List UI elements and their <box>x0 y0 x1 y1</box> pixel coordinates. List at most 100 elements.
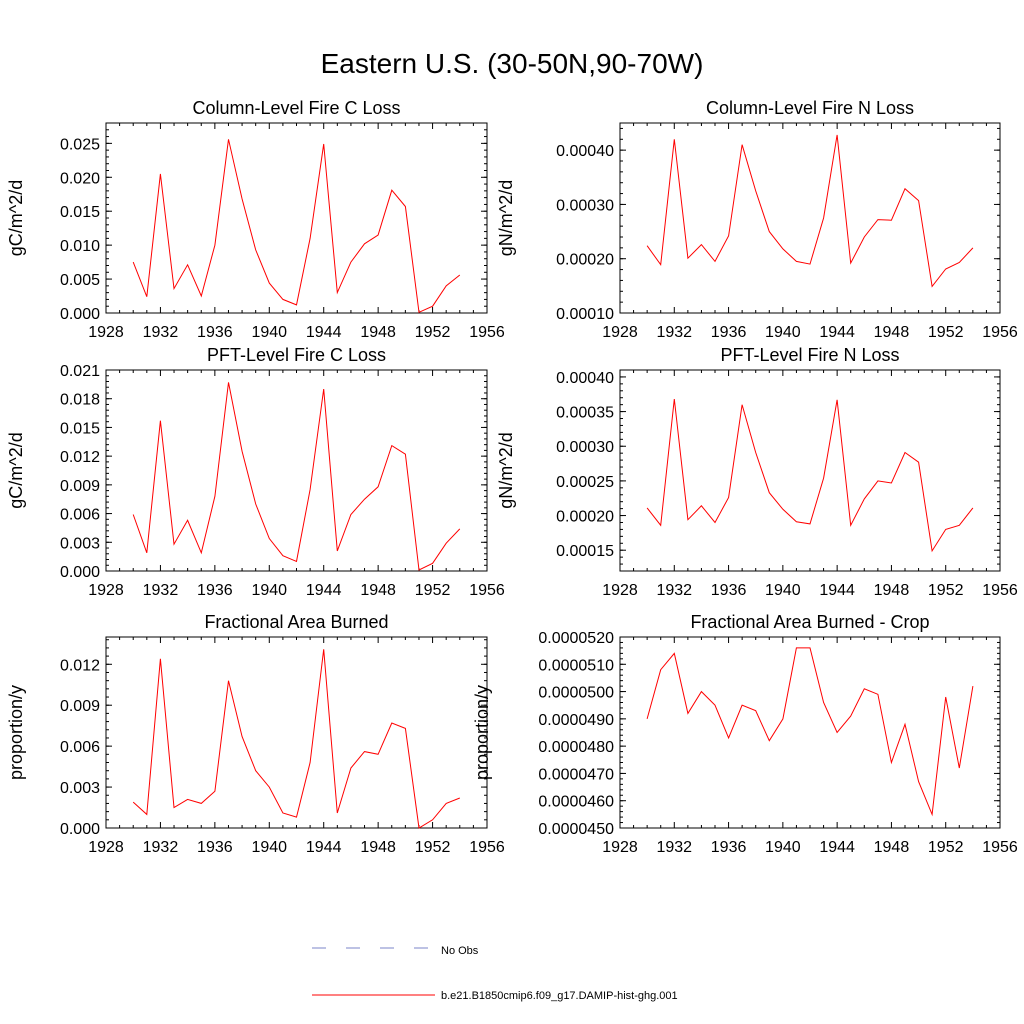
x-tick-label: 1956 <box>982 839 1018 856</box>
x-tick-label: 1928 <box>88 324 124 341</box>
x-tick-label: 1932 <box>656 582 692 599</box>
series-line <box>132 382 461 571</box>
y-axis-label: gC/m^2/d <box>6 180 26 256</box>
x-tick-label: 1940 <box>765 324 801 341</box>
x-tick-label: 1940 <box>251 839 287 856</box>
y-tick-label: 0.00015 <box>556 543 614 560</box>
series-line <box>132 649 460 829</box>
y-tick-label: 0.003 <box>60 535 100 552</box>
plot-frame <box>619 122 1001 314</box>
y-axis-label: gN/m^2/d <box>496 180 516 256</box>
x-tick-label: 1952 <box>415 324 451 341</box>
x-tick-label: 1948 <box>360 582 396 599</box>
y-tick-label: 0.0000460 <box>538 794 614 811</box>
x-tick-label: 1936 <box>197 839 233 856</box>
y-axis-label: gC/m^2/d <box>6 432 26 508</box>
y-tick-label: 0.025 <box>60 136 100 153</box>
y-tick-label: 0.00025 <box>556 474 614 491</box>
panel-title: PFT-Level Fire N Loss <box>720 345 899 365</box>
y-tick-label: 0.015 <box>60 204 100 221</box>
y-tick-label: 0.00030 <box>556 439 614 456</box>
x-tick-label: 1944 <box>819 582 855 599</box>
y-tick-label: 0.0000500 <box>538 685 614 702</box>
figure-title: Eastern U.S. (30-50N,90-70W) <box>320 48 704 79</box>
y-tick-label: 0.0000450 <box>538 821 614 838</box>
plot-frame <box>105 122 488 314</box>
y-tick-label: 0.010 <box>60 238 100 255</box>
chart-panel-1: 1928 1932 1936 1940 1944 1948 1952 1956 0.000 0.0… <box>6 98 505 341</box>
x-tick-label: 1956 <box>469 582 505 599</box>
panel-title: PFT-Level Fire C Loss <box>207 345 386 365</box>
x-tick-label: 1936 <box>711 324 747 341</box>
x-tick-label: 1936 <box>711 582 747 599</box>
series-line <box>646 399 974 553</box>
x-tick-label: 1932 <box>143 839 179 856</box>
x-tick-label: 1940 <box>251 324 287 341</box>
panel-title: Fractional Area Burned - Crop <box>690 612 929 632</box>
chart-panel-2: 1928 1932 1936 1940 1944 1948 1952 1956 0.00010 0… <box>496 98 1018 341</box>
y-axis-label: proportion/y <box>472 685 492 780</box>
x-tick-label: 1928 <box>602 324 638 341</box>
y-tick-label: 0.00010 <box>556 306 614 323</box>
x-tick-label: 1940 <box>251 582 287 599</box>
x-tick-label: 1952 <box>415 582 451 599</box>
y-tick-label: 0.00020 <box>556 509 614 526</box>
x-tick-label: 1956 <box>982 582 1018 599</box>
x-tick-label: 1932 <box>143 582 179 599</box>
x-tick-label: 1928 <box>602 839 638 856</box>
y-tick-label: 0.021 <box>60 363 100 380</box>
y-tick-label: 0.00040 <box>556 370 614 387</box>
x-tick-label: 1928 <box>88 582 124 599</box>
x-tick-label: 1940 <box>765 582 801 599</box>
x-tick-label: 1948 <box>874 839 910 856</box>
x-tick-label: 1948 <box>874 582 910 599</box>
panel-title: Fractional Area Burned <box>204 612 388 632</box>
y-tick-label: 0.0000470 <box>538 766 614 783</box>
series-line <box>132 139 461 314</box>
y-tick-label: 0.009 <box>60 478 100 495</box>
y-tick-label: 0.005 <box>60 272 100 289</box>
y-tick-label: 0.006 <box>60 739 100 756</box>
y-tick-label: 0.006 <box>60 507 100 524</box>
y-tick-label: 0.000 <box>60 306 100 323</box>
series-line <box>646 134 974 288</box>
y-tick-label: 0.020 <box>60 170 100 187</box>
chart-panel-3: 1928 1932 1936 1940 1944 1948 1952 1956 0.000 0.0… <box>6 345 505 599</box>
x-tick-label: 1944 <box>819 324 855 341</box>
y-tick-label: 0.00035 <box>556 405 614 422</box>
x-tick-label: 1932 <box>143 324 179 341</box>
x-tick-label: 1952 <box>928 582 964 599</box>
y-tick-label: 0.000 <box>60 821 100 838</box>
y-tick-label: 0.015 <box>60 420 100 437</box>
y-tick-label: 0.00040 <box>556 143 614 160</box>
y-tick-label: 0.00020 <box>556 252 614 269</box>
x-tick-label: 1944 <box>819 839 855 856</box>
x-tick-label: 1940 <box>765 839 801 856</box>
x-tick-label: 1952 <box>928 839 964 856</box>
x-tick-label: 1956 <box>982 324 1018 341</box>
x-tick-label: 1936 <box>197 324 233 341</box>
x-tick-label: 1948 <box>874 324 910 341</box>
x-tick-label: 1948 <box>360 839 396 856</box>
x-tick-label: 1928 <box>602 582 638 599</box>
plot-frame <box>105 636 488 829</box>
x-tick-label: 1928 <box>88 839 124 856</box>
y-tick-label: 0.012 <box>60 657 100 674</box>
x-tick-label: 1944 <box>306 324 342 341</box>
y-tick-label: 0.018 <box>60 392 100 409</box>
y-tick-label: 0.012 <box>60 449 100 466</box>
y-tick-label: 0.0000520 <box>538 630 614 647</box>
y-tick-label: 0.0000480 <box>538 739 614 756</box>
plot-frame <box>105 369 488 572</box>
x-tick-label: 1952 <box>928 324 964 341</box>
y-tick-label: 0.003 <box>60 780 100 797</box>
series-line <box>646 647 974 817</box>
y-tick-label: 0.0000510 <box>538 657 614 674</box>
y-tick-label: 0.009 <box>60 698 100 715</box>
chart-panel-4: 1928 1932 1936 1940 1944 1948 1952 1956 0.00015 0… <box>496 345 1018 599</box>
panel-title: Column-Level Fire C Loss <box>192 98 400 118</box>
y-axis-label: proportion/y <box>6 685 26 780</box>
x-tick-label: 1936 <box>197 582 233 599</box>
chart-panel-6: 1928 1932 1936 1940 1944 1948 1952 1956 0.000045… <box>472 612 1018 856</box>
